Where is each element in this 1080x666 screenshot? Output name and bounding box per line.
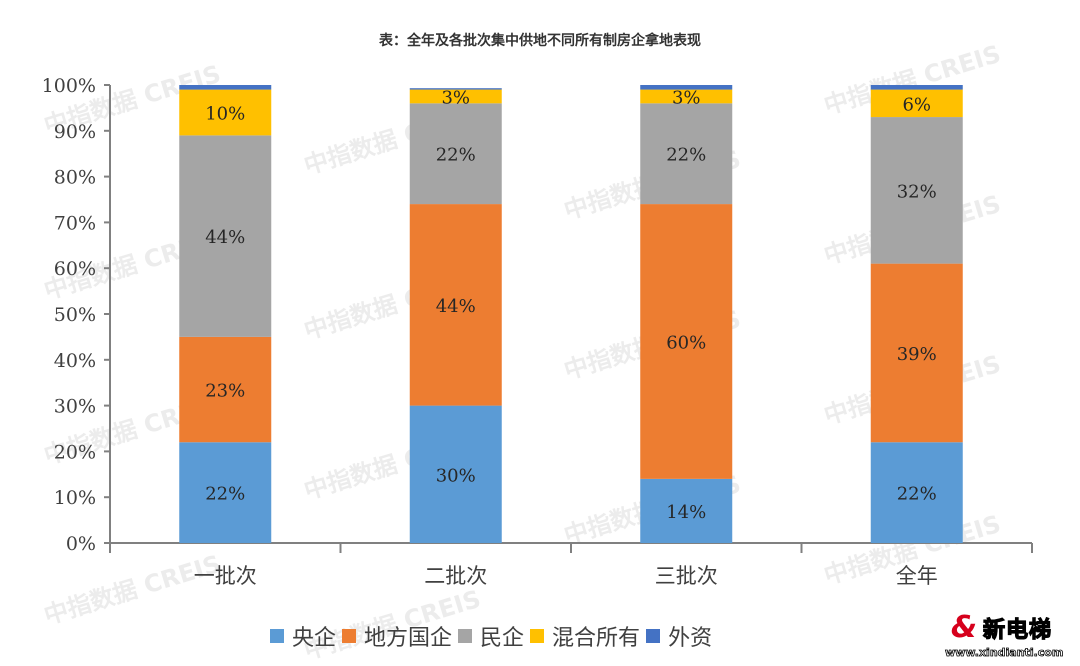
y-tick-label: 70% — [54, 212, 96, 234]
bar-segment — [409, 405, 502, 543]
data-label: 30% — [436, 465, 476, 486]
x-tick-label: 一批次 — [194, 564, 257, 588]
data-label: 22% — [897, 484, 937, 505]
data-label: 60% — [666, 332, 706, 353]
data-label: 6% — [902, 94, 931, 115]
legend-item: 地方国企 — [342, 620, 452, 652]
legend-swatch-icon — [342, 629, 357, 643]
data-label: 3% — [672, 87, 701, 108]
bar-segment — [870, 442, 963, 543]
bar-segment — [179, 89, 272, 136]
legend-swatch-icon — [270, 629, 284, 643]
bar-group: 30% 44% 22% 3% — [409, 87, 502, 543]
legend-swatch-icon — [530, 629, 545, 643]
legend-label: 混合所有 — [552, 626, 641, 651]
bar-segment — [409, 103, 502, 205]
x-tick-label: 三批次 — [655, 564, 718, 588]
bar-segment — [870, 85, 963, 90]
data-label: 32% — [897, 181, 937, 202]
data-label: 44% — [436, 296, 476, 317]
bar-segment — [870, 89, 963, 118]
bar-segment — [179, 442, 272, 543]
y-tick-label: 0% — [66, 533, 96, 555]
logo-icon: & — [950, 610, 978, 645]
legend-item: 混合所有 — [530, 620, 640, 652]
bar-segment — [409, 204, 502, 406]
data-label: 3% — [441, 87, 470, 108]
bar-group: 22% 39% 32% 6% — [870, 85, 963, 543]
logo-name: 新电梯 — [982, 617, 1053, 643]
y-tick-label: 60% — [54, 258, 96, 280]
bar-segment — [409, 89, 502, 104]
bar-segment — [640, 478, 733, 543]
data-label: 22% — [666, 145, 706, 166]
legend-label: 地方国企 — [364, 626, 453, 651]
legend-label: 央企 — [292, 626, 337, 651]
legend: 央企 地方国企 民企 混合所有 外资 — [270, 620, 718, 652]
legend-label: 民企 — [480, 626, 525, 651]
y-tick-label: 20% — [54, 441, 96, 463]
x-tick-label: 二批次 — [424, 564, 487, 588]
data-label: 22% — [205, 484, 245, 505]
data-label: 23% — [205, 381, 245, 402]
legend-swatch-icon — [458, 629, 473, 643]
bar-segment — [640, 103, 733, 205]
chart-title: 表：全年及各批次集中供地不同所有制房企拿地表现 — [379, 33, 701, 49]
y-tick-label: 50% — [54, 304, 96, 326]
logo-url: www.xindianti.com — [945, 646, 1064, 660]
data-label: 39% — [897, 344, 937, 365]
y-tick-label: 10% — [54, 487, 96, 509]
y-tick-label: 30% — [54, 396, 96, 418]
y-tick-label: 90% — [54, 121, 96, 143]
bar-segment — [870, 117, 963, 264]
bar-group: 22% 23% 44% 10% — [179, 85, 272, 543]
legend-item: 民企 — [458, 620, 524, 652]
x-tick-label: 全年 — [896, 564, 938, 588]
y-tick-label: 80% — [54, 167, 96, 189]
bar-segment — [640, 204, 733, 479]
legend-swatch-icon — [646, 629, 661, 643]
data-label: 14% — [666, 502, 706, 523]
legend-label: 外资 — [668, 626, 713, 651]
bar-group: 14% 60% 22% 3% — [640, 85, 733, 543]
site-logo: & 新电梯 www.xindianti.com — [945, 610, 1075, 660]
bar-segment — [870, 263, 963, 443]
y-tick-label: 100% — [42, 75, 96, 97]
bar-segment — [640, 85, 733, 90]
data-label: 10% — [205, 103, 245, 124]
bar-segment — [179, 336, 272, 443]
bar-segment — [179, 135, 272, 337]
bar-segment — [179, 85, 272, 90]
y-tick-label: 40% — [54, 350, 96, 372]
legend-item: 外资 — [646, 620, 712, 652]
data-label: 22% — [436, 145, 476, 166]
bar-segment — [640, 89, 733, 104]
bar-segment — [409, 88, 502, 90]
data-label: 44% — [205, 227, 245, 248]
legend-item: 央企 — [270, 620, 336, 652]
